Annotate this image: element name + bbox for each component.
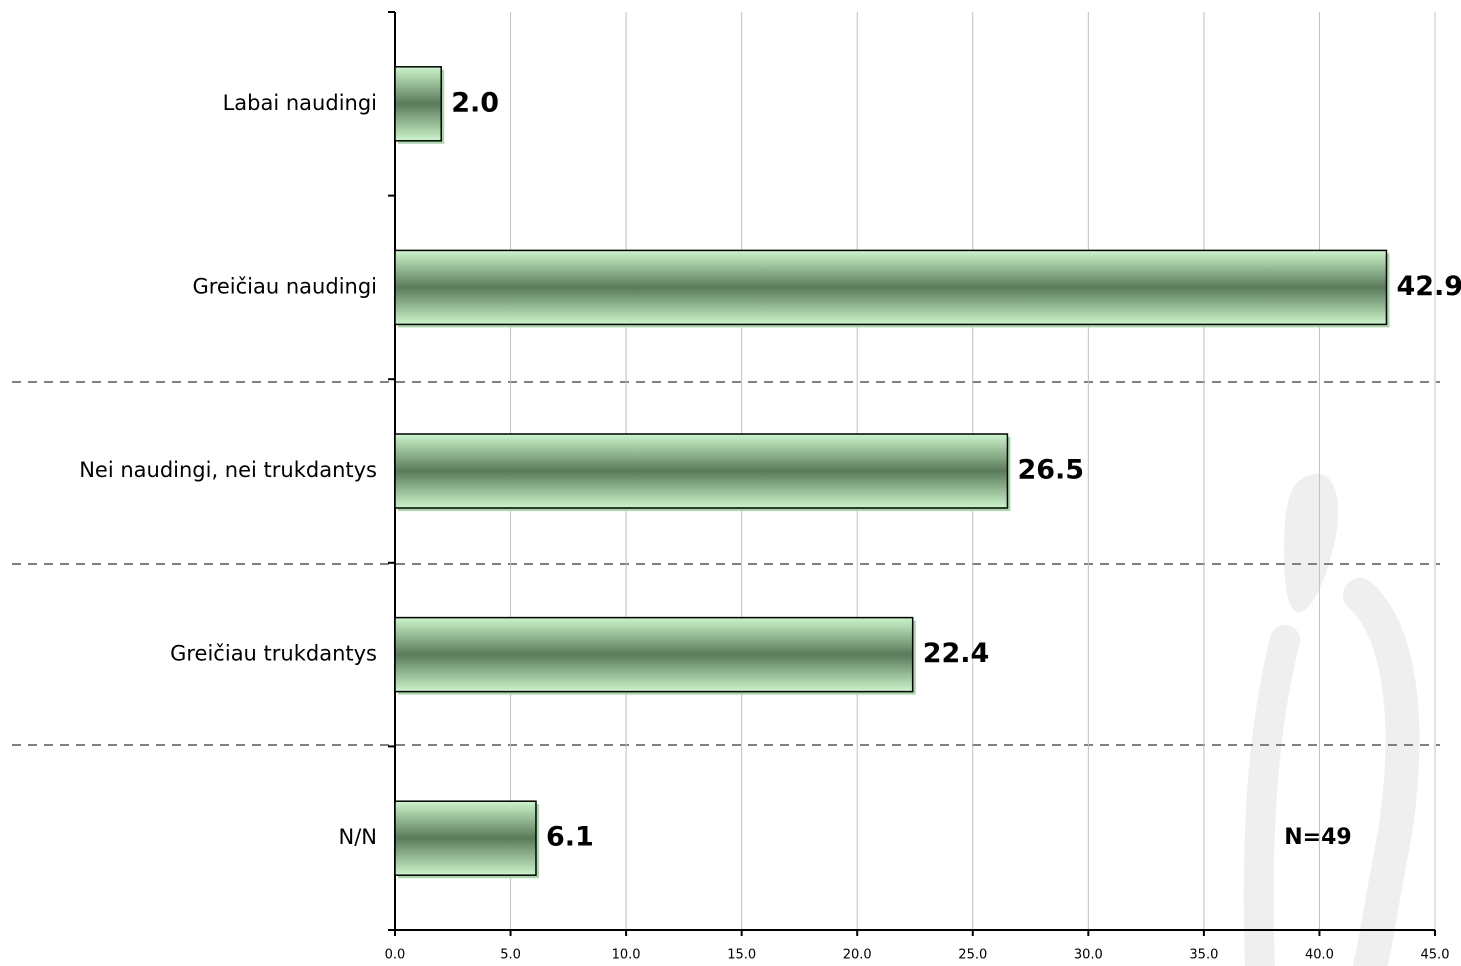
bar [394,66,442,142]
value-label: 6.1 [546,822,594,853]
x-tick-label: 0.0 [385,948,406,963]
bar [394,433,1009,509]
y-tick-label: Greičiau naudingi [192,274,377,298]
value-label: 26.5 [1017,455,1084,486]
watermark [1243,473,1420,966]
x-tick-label: 20.0 [843,948,872,963]
x-tick-label: 25.0 [958,948,987,963]
bar [394,249,1388,326]
x-tick-label: 15.0 [727,948,756,963]
y-tick-label: N/N [339,825,378,849]
bar [394,800,537,876]
x-tick-label: 30.0 [1074,948,1103,963]
value-label: 22.4 [923,638,990,669]
x-tick-label: 5.0 [500,948,521,963]
x-tick-label: 40.0 [1305,948,1334,963]
y-tick-label: Nei naudingi, nei trukdantys [79,458,377,482]
y-tick-label: Labai naudingi [223,91,377,115]
x-tick-label: 45.0 [1421,948,1450,963]
x-tick-label: 10.0 [612,948,641,963]
annotation: N=49 [1284,825,1351,850]
y-tick-label: Greičiau trukdantys [170,642,377,666]
value-label: 42.9 [1396,271,1461,302]
x-tick-label: 35.0 [1189,948,1218,963]
separators [12,381,1440,746]
bar [394,616,914,693]
value-label: 2.0 [451,87,499,118]
